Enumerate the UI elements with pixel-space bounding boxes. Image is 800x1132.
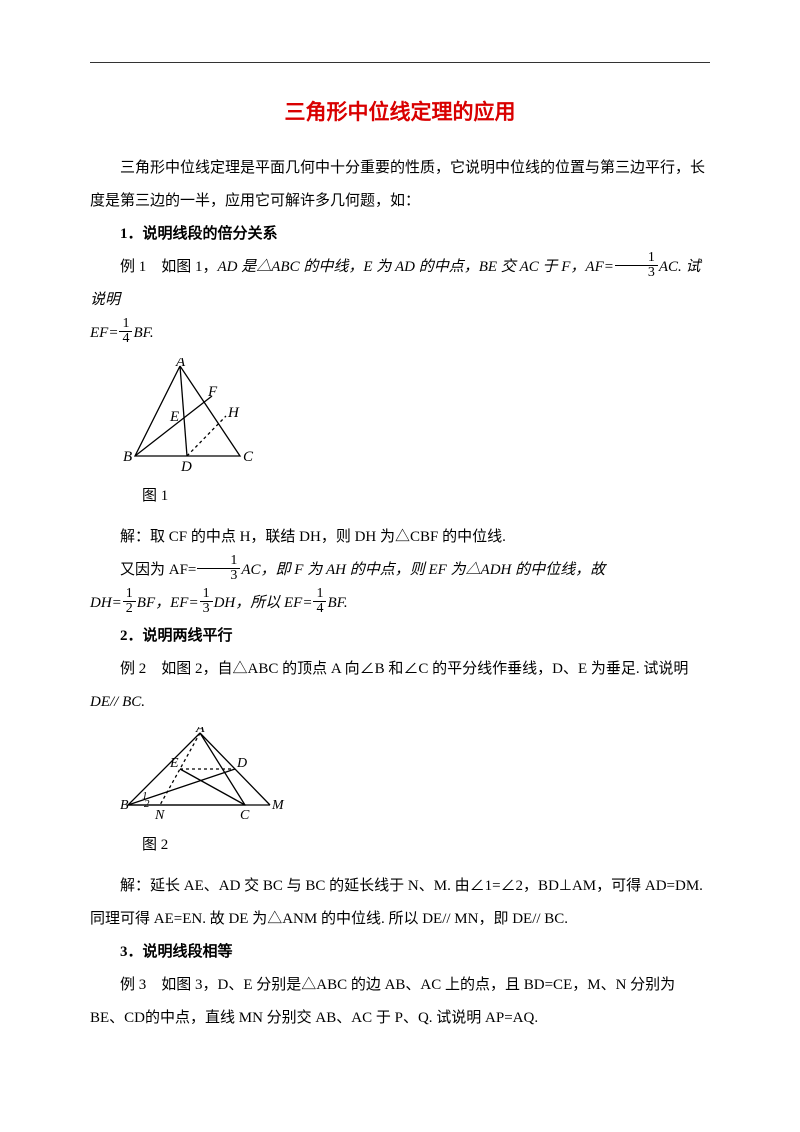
frac-den: 4 (313, 602, 326, 617)
example2-tail: DE// BC. (90, 686, 710, 719)
frac-den: 3 (200, 602, 213, 617)
sol1-text: 解：取 CF 的中点 H，联结 DH，则 DH 为△CBF 的中位线. (120, 529, 506, 545)
sol1-2a: 又因为 AF= (120, 562, 196, 578)
figure-2-svg: A B C D E M N 1 2 (120, 727, 290, 827)
sol1-line2: 又因为 AF=13AC，即 F 为 AH 的中点，则 EF 为△ADH 的中位线… (90, 554, 710, 587)
fig1-label-F: F (207, 384, 218, 400)
frac-1-4-a: 14 (119, 317, 132, 347)
frac-1-3-b: 13 (197, 554, 240, 584)
example2-statement: 例 2 如图 2，自△ABC 的顶点 A 向∠B 和∠C 的平分线作垂线，D、E… (90, 653, 710, 686)
fig1-label-D: D (180, 459, 192, 475)
figure-1-svg: A B C D E F H (120, 358, 270, 478)
frac-den: 3 (197, 569, 240, 584)
frac-num: 1 (123, 587, 136, 603)
sol1-3d: BF. (327, 595, 347, 611)
section3-heading: 3．说明线段相等 (90, 936, 710, 969)
frac-num: 1 (313, 587, 326, 603)
fig1-label-A: A (175, 358, 186, 370)
frac-num: 1 (200, 587, 213, 603)
sol1-3b: BF，EF= (137, 595, 199, 611)
frac-num: 1 (119, 317, 132, 333)
frac-num: 1 (197, 554, 240, 570)
ex1-text-a: AD 是△ABC 的中线，E 为 AD 的中点，BE 交 AC 于 F，AF= (218, 259, 614, 275)
fig2-label-C: C (240, 808, 250, 823)
sol1-3a: DH= (90, 595, 122, 611)
doc-title: 三角形中位线定理的应用 (90, 90, 710, 136)
fig2-angle2: 2 (144, 798, 150, 810)
section1-heading: 1．说明线段的倍分关系 (90, 218, 710, 251)
example3-statement: 例 3 如图 3，D、E 分别是△ABC 的边 AB、AC 上的点，且 BD=C… (90, 969, 710, 1035)
figure-1-caption: 图 1 (142, 480, 710, 513)
sol1-3c: DH，所以 EF= (214, 595, 313, 611)
fig2-label-D: D (236, 756, 247, 771)
frac-1-4-b: 14 (313, 587, 326, 617)
frac-den: 3 (615, 266, 658, 281)
figure-2-caption: 图 2 (142, 829, 710, 862)
fig2-label-A: A (195, 727, 205, 736)
page-top-rule (90, 62, 710, 63)
fig2-label-M: M (271, 798, 285, 813)
sol1-2b: AC，即 F 为 AH 的中点，则 EF 为△ADH 的中位线，故 (241, 562, 605, 578)
section2-heading: 2．说明两线平行 (90, 620, 710, 653)
figure-1: A B C D E F H 图 1 (120, 358, 710, 513)
example1-statement-line2: EF=14BF. (90, 317, 710, 350)
sol1-line3: DH=12BF，EF=13DH，所以 EF=14BF. (90, 587, 710, 620)
fig1-label-C: C (243, 449, 254, 465)
figure-2: A B C D E M N 1 2 图 2 (120, 727, 710, 862)
example1-statement: 例 1 如图 1，AD 是△ABC 的中线，E 为 AD 的中点，BE 交 AC… (90, 251, 710, 317)
fig2-label-B: B (120, 798, 129, 813)
frac-1-3-c: 13 (200, 587, 213, 617)
fig2-label-N: N (154, 808, 165, 823)
intro-paragraph: 三角形中位线定理是平面几何中十分重要的性质，它说明中位线的位置与第三边平行，长度… (90, 152, 710, 218)
sol1-line1: 解：取 CF 的中点 H，联结 DH，则 DH 为△CBF 的中位线. (90, 521, 710, 554)
fig1-label-B: B (123, 449, 132, 465)
ex1-label: 例 1 如图 1， (120, 259, 218, 275)
frac-den: 4 (119, 332, 132, 347)
frac-1-2: 12 (123, 587, 136, 617)
frac-1-3-a: 13 (615, 251, 658, 281)
frac-den: 2 (123, 602, 136, 617)
ef-eq: EF= (90, 325, 118, 341)
fig2-label-E: E (169, 756, 179, 771)
ex2-text: 例 2 如图 2，自△ABC 的顶点 A 向∠B 和∠C 的平分线作垂线，D、E… (120, 661, 688, 677)
frac-num: 1 (615, 251, 658, 267)
ef-tail: BF. (133, 325, 153, 341)
fig1-label-E: E (169, 409, 179, 425)
sol2-paragraph: 解：延长 AE、AD 交 BC 与 BC 的延长线于 N、M. 由∠1=∠2，B… (90, 870, 710, 936)
fig1-label-H: H (227, 405, 240, 421)
